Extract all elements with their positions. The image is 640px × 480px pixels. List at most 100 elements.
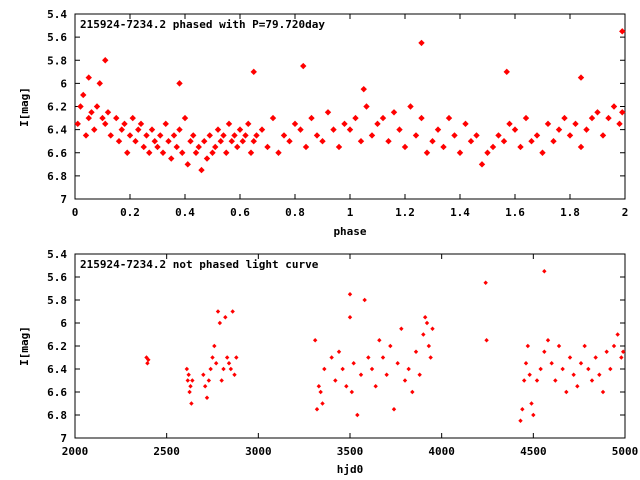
data-point [74, 120, 81, 128]
data-point [185, 378, 190, 383]
data-point [462, 120, 469, 128]
x-axis-label: hjd0 [337, 463, 364, 476]
data-point [517, 143, 524, 151]
data-point [588, 114, 596, 122]
data-point [113, 114, 120, 122]
data-point [159, 149, 167, 156]
x-tick-label: 1.4 [450, 206, 470, 219]
data-point [173, 143, 180, 151]
data-point [605, 114, 612, 122]
data-point [577, 74, 585, 81]
data-point [407, 103, 414, 110]
data-point [363, 103, 370, 110]
data-point [154, 143, 161, 151]
y-tick-label: 7 [60, 432, 67, 445]
data-point [401, 143, 409, 151]
data-point [544, 120, 552, 128]
data-point [190, 132, 197, 139]
data-point [346, 126, 354, 133]
data-point [308, 114, 315, 122]
y-tick-label: 5.8 [47, 54, 67, 67]
data-point [594, 109, 601, 116]
data-point [201, 137, 208, 145]
data-point [467, 137, 475, 145]
data-point [186, 372, 191, 377]
data-point [151, 137, 158, 145]
data-point [242, 132, 249, 139]
data-point [187, 389, 192, 395]
data-point [600, 389, 606, 395]
data-point [506, 120, 513, 128]
data-point [258, 126, 266, 133]
data-point [357, 137, 365, 145]
data-point [188, 384, 193, 389]
data-point [126, 132, 134, 139]
data-point [212, 343, 217, 349]
x-tick-label: 2000 [62, 445, 89, 458]
data-point [85, 74, 92, 81]
data-point [213, 361, 219, 366]
data-point [424, 320, 430, 326]
data-point [608, 366, 613, 372]
data-point [620, 349, 626, 354]
data-point [593, 355, 598, 360]
x-tick-label: 0.2 [120, 206, 140, 219]
data-point [422, 315, 428, 320]
data-points [74, 28, 626, 174]
data-point [385, 137, 392, 145]
data-point [118, 126, 125, 133]
data-point [143, 132, 150, 139]
y-tick-label: 5.6 [47, 31, 67, 44]
data-point [597, 372, 602, 377]
data-point [358, 372, 364, 377]
data-point [583, 126, 590, 133]
data-point [77, 103, 84, 110]
data-point [91, 126, 98, 133]
data-point [615, 332, 620, 337]
data-point [302, 143, 310, 151]
y-tick-label: 5.4 [47, 248, 67, 261]
data-point [275, 149, 282, 156]
x-tick-label: 0 [72, 206, 79, 219]
data-point [522, 114, 530, 122]
data-point [146, 357, 151, 362]
x-tick-label: 2 [622, 206, 629, 219]
data-point [440, 143, 447, 151]
data-point [542, 269, 547, 274]
data-point [525, 343, 531, 349]
data-point [384, 372, 389, 377]
data-point [575, 384, 580, 389]
data-point [286, 137, 293, 145]
data-point [355, 412, 360, 418]
data-point [347, 315, 353, 320]
data-point [347, 292, 353, 297]
y-axis-label: I[mag] [18, 87, 31, 127]
data-point [214, 126, 222, 133]
data-point [599, 132, 607, 139]
data-point [162, 120, 169, 128]
y-tick-label: 6.2 [47, 340, 67, 353]
data-point [320, 401, 325, 406]
data-point [619, 109, 626, 116]
x-tick-label: 0.8 [285, 206, 305, 219]
data-point [428, 355, 433, 360]
data-point [219, 378, 224, 383]
y-axis-ticks: 5.4 5.6 5.8 6 6.2 6.4 6.6 6.8 7 [47, 8, 625, 206]
data-point [406, 366, 411, 372]
data-point [221, 366, 226, 372]
data-point [566, 132, 574, 139]
data-point [195, 143, 202, 151]
data-point [351, 361, 356, 366]
data-point [224, 355, 230, 360]
data-point [395, 361, 400, 366]
y-tick-label: 6.6 [47, 386, 67, 399]
data-point [212, 143, 219, 151]
data-point [418, 39, 425, 47]
data-point [247, 149, 255, 156]
data-point [121, 120, 128, 128]
data-point [528, 137, 535, 145]
data-point [145, 361, 150, 366]
data-point [352, 114, 359, 122]
data-point [545, 338, 551, 343]
data-points [144, 269, 626, 423]
